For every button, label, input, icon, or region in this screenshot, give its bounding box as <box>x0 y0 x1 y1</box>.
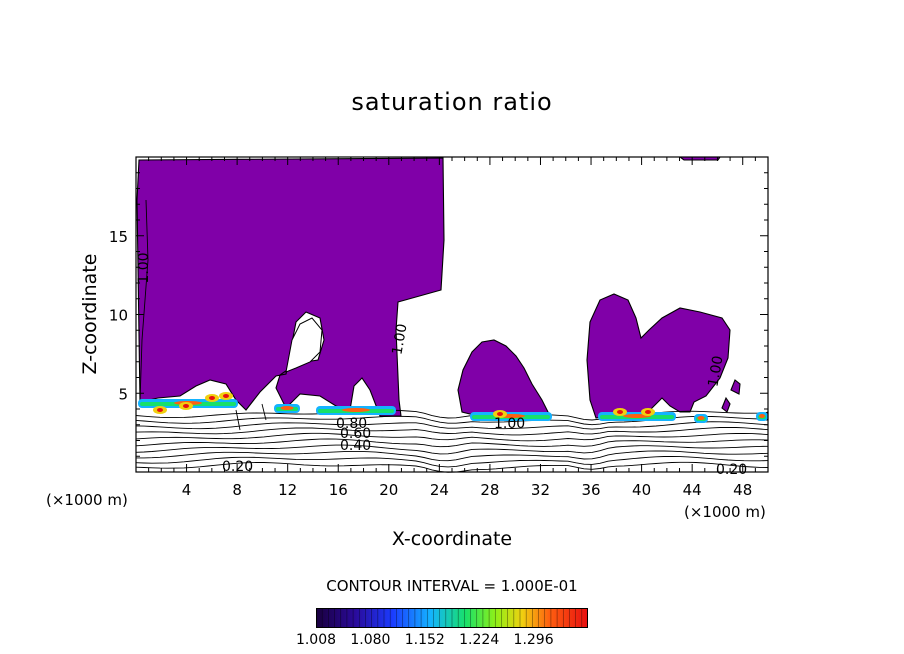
x-tick-label: 40 <box>632 481 651 499</box>
y-tick-label: 15 <box>109 228 128 246</box>
contour-line-label: 0.20 <box>716 462 747 478</box>
contour-line-label: 0.20 <box>222 459 253 475</box>
x-tick-label: 16 <box>329 481 348 499</box>
contour-line-labels: 0.20 0.400.600.80 1.00 1.00 1.00 1.00 0.20 1.00 <box>136 252 747 478</box>
colorbar-label: 1.080 <box>350 632 391 648</box>
hot-spot-peak <box>223 394 229 398</box>
saturated-region-42 <box>586 293 731 419</box>
chart-title: saturation ratio <box>351 88 553 116</box>
contour-line <box>135 444 769 455</box>
x-tick-label: 20 <box>379 481 398 499</box>
contour-line <box>135 421 769 430</box>
hot-spot-peak <box>183 404 189 408</box>
hot-spot-peak <box>209 396 215 400</box>
colorbar-label: 1.152 <box>404 632 445 648</box>
saturated-region-28 <box>457 339 550 419</box>
y-tick-label: 5 <box>118 385 128 403</box>
saturated-region-main <box>136 157 445 417</box>
y-axis-label: Z-coordinate <box>79 254 101 375</box>
hot-spot <box>280 406 294 410</box>
x-unit-right: (×1000 m) <box>684 503 766 521</box>
contour-line-label: 1.00 <box>494 416 525 432</box>
colorbar-label: 1.008 <box>295 632 337 648</box>
contour-line <box>136 450 769 462</box>
saturated-blob-a <box>730 379 741 395</box>
contour-line <box>139 199 149 403</box>
x-tick-label: 4 <box>182 481 192 499</box>
x-tick-label: 44 <box>683 481 702 499</box>
contour-line-label: 1.00 <box>705 355 726 388</box>
hot-spot-peak <box>645 410 651 414</box>
x-tick-label: 24 <box>430 481 449 499</box>
hot-spot-peak <box>617 410 623 414</box>
contour-line <box>135 432 769 442</box>
contour-line-label: 0.60 <box>340 426 371 442</box>
y-tick-label: 10 <box>109 307 128 325</box>
x-tick-label: 28 <box>480 481 499 499</box>
contour-line-label: 0.80 <box>336 416 367 432</box>
hot-spot-peak <box>157 408 163 412</box>
x-tick-label: 36 <box>581 481 600 499</box>
contour-interval-text: CONTOUR INTERVAL = 1.000E-01 <box>326 577 578 595</box>
saturated-blob-b <box>721 396 731 413</box>
saturated-regions <box>136 156 769 421</box>
contour-line <box>235 403 267 431</box>
x-tick-label: 12 <box>278 481 297 499</box>
hot-spot <box>342 408 370 412</box>
contour-line <box>135 455 769 468</box>
contour-line-label: 1.00 <box>136 252 152 283</box>
colorbar-ticks <box>321 608 583 628</box>
high-saturation-spots <box>138 392 768 423</box>
colorbar-label: 1.224 <box>459 632 500 648</box>
contour-line-label: 1.00 <box>389 323 410 356</box>
contour-line-label: 0.40 <box>340 438 371 454</box>
axis-ticks <box>135 156 769 473</box>
x-axis-label: X-coordinate <box>391 528 513 550</box>
x-tick-label: 48 <box>733 481 752 499</box>
hot-spot-peak <box>497 412 503 416</box>
hot-spot <box>697 416 705 420</box>
colorbar-label: 1.296 <box>513 632 554 648</box>
contour-line <box>135 438 769 448</box>
contour-lines <box>135 199 769 473</box>
x-unit-left: (×1000 m) <box>46 491 128 509</box>
contour-line-label: 1.00 <box>340 436 371 452</box>
hot-spot <box>759 414 765 418</box>
contour-line <box>135 426 769 436</box>
x-tick-label: 32 <box>531 481 550 499</box>
unsaturated-hole <box>285 317 323 373</box>
x-tick-label: 8 <box>232 481 242 499</box>
